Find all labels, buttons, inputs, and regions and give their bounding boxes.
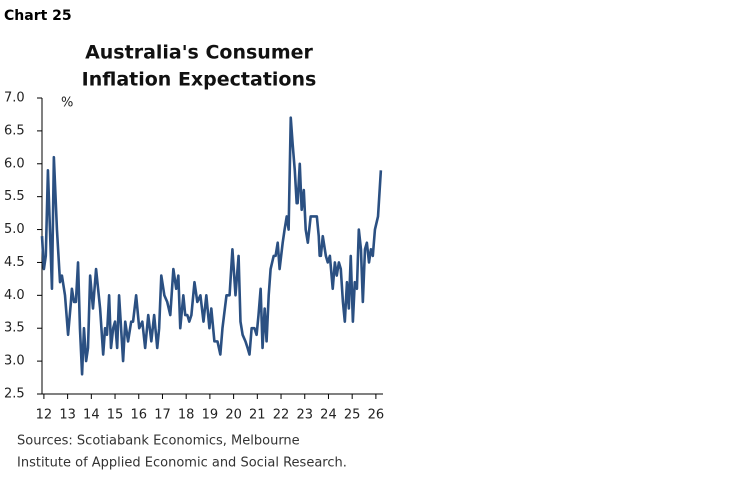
y-tick-label: 4.5 (4, 255, 25, 270)
x-tick-label: 18 (178, 408, 195, 423)
y-unit: % (61, 96, 73, 111)
y-tick-label: 2.5 (4, 387, 25, 402)
x-tick-label: 17 (154, 408, 171, 423)
chart-title: Australia's Consumer (85, 42, 313, 64)
source: Institute of Applied Economic and Social… (17, 456, 347, 471)
x-tick-label: 25 (344, 408, 361, 423)
x-tick-label: 24 (320, 408, 337, 423)
x-tick-label: 13 (59, 408, 76, 423)
x-tick-label: 21 (249, 408, 266, 423)
y-tick-label: 3.5 (4, 321, 25, 336)
x-tick-label: 26 (368, 408, 385, 423)
y-tick-label: 6.0 (4, 156, 25, 171)
x-tick-label: 22 (273, 408, 290, 423)
y-tick-label: 5.5 (4, 189, 25, 204)
x-tick-label: 14 (83, 408, 100, 423)
x-tick-label: 20 (225, 408, 242, 423)
chart-title: Inflation Expectations (82, 69, 317, 91)
y-tick-label: 3.0 (4, 354, 25, 369)
source: Sources: Scotiabank Economics, Melbourne (17, 434, 300, 449)
x-tick-label: 23 (296, 408, 313, 423)
chart-label: Chart 25 (4, 8, 72, 24)
y-tick-label: 6.5 (4, 123, 25, 138)
y-tick-label: 4.0 (4, 288, 25, 303)
y-tick-label: 5.0 (4, 222, 25, 237)
x-tick-label: 15 (107, 408, 124, 423)
x-tick-label: 16 (130, 408, 147, 423)
x-tick-label: 19 (202, 408, 219, 423)
x-tick-label: 12 (36, 408, 53, 423)
series-line (40, 116, 383, 376)
y-tick-label: 7.0 (4, 91, 25, 106)
